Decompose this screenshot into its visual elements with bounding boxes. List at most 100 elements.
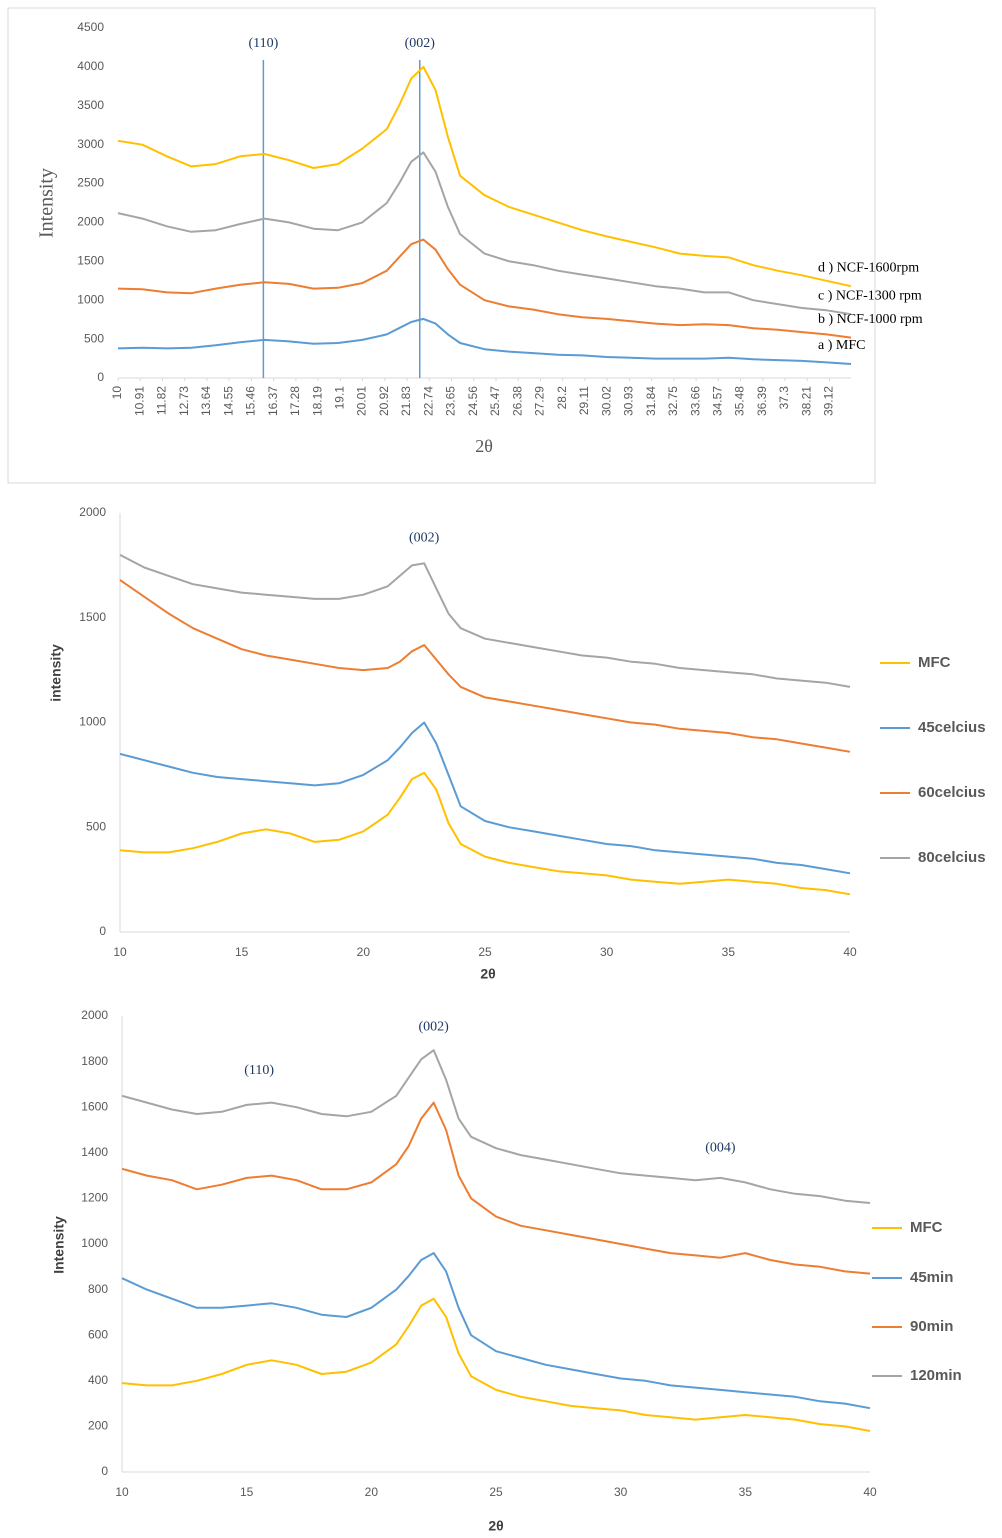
annotation: (002)	[405, 36, 436, 51]
x-tick-label: 17.28	[288, 386, 302, 416]
y-axis-title: intensity	[48, 644, 64, 702]
y-tick-label: 0	[99, 924, 106, 938]
x-tick-label: 21.83	[399, 386, 413, 416]
x-tick-label: 11.82	[155, 386, 169, 415]
y-tick-label: 4000	[77, 59, 104, 73]
y-tick-label: 500	[86, 819, 106, 833]
series-line	[119, 554, 851, 688]
series-label: a ) MFC	[818, 338, 865, 353]
y-tick-label: 3500	[77, 98, 104, 112]
x-tick-label: 24.56	[466, 386, 480, 416]
x-tick-label: 40	[843, 945, 857, 959]
y-tick-label: 1600	[81, 1099, 108, 1113]
legend-label: 80celcius	[918, 849, 986, 866]
x-tick-label: 20.92	[377, 386, 391, 416]
y-axis-title: Intensity	[51, 1216, 67, 1274]
series-line	[119, 771, 851, 896]
x-tick-label: 36.39	[755, 386, 769, 416]
x-tick-label: 12.73	[177, 386, 191, 416]
y-tick-label: 1000	[81, 1236, 108, 1250]
y-tick-label: 1500	[79, 610, 106, 624]
x-tick-label: 30	[600, 945, 614, 959]
series-line	[117, 151, 852, 316]
x-tick-label: 25	[489, 1485, 503, 1499]
x-tick-label: 35.48	[733, 386, 747, 416]
x-tick-label: 31.84	[644, 386, 658, 416]
x-tick-label: 10	[115, 1485, 129, 1499]
annotation: (002)	[409, 530, 440, 545]
x-tick-label: 33.66	[688, 386, 702, 416]
y-tick-label: 2000	[77, 215, 104, 229]
series-line	[119, 721, 851, 875]
x-tick-label: 22.74	[421, 386, 435, 416]
x-tick-label: 23.65	[444, 386, 458, 416]
series-label: d ) NCF-1600rpm	[818, 260, 919, 275]
legend-label: 90min	[910, 1318, 953, 1335]
x-tick-label: 20	[365, 1485, 379, 1499]
x-tick-label: 39.12	[822, 386, 836, 416]
x-tick-label: 10	[113, 945, 127, 959]
x-axis-title: 2θ	[480, 966, 495, 982]
x-tick-label: 20	[357, 945, 371, 959]
x-tick-label: 27.29	[533, 386, 547, 416]
series-line	[117, 317, 852, 365]
annotation: (002)	[419, 1020, 450, 1035]
x-tick-label: 18.19	[310, 386, 324, 416]
y-tick-label: 2000	[81, 1008, 108, 1022]
x-tick-label: 37.3	[777, 386, 791, 410]
y-axis-title: Intensity	[36, 168, 58, 238]
y-tick-label: 2000	[79, 505, 106, 519]
series-label: b ) NCF-1000 rpm	[818, 312, 923, 327]
x-tick-label: 10.91	[132, 386, 146, 416]
annotation: (110)	[244, 1063, 274, 1078]
series-line	[121, 1049, 871, 1204]
y-tick-label: 0	[101, 1464, 108, 1478]
legend-label: 45celcius	[918, 719, 986, 736]
x-tick-label: 35	[722, 945, 736, 959]
x-tick-label: 15.46	[244, 386, 258, 416]
annotation: (110)	[248, 36, 278, 51]
x-tick-label: 14.55	[221, 386, 235, 416]
x-tick-label: 30	[614, 1485, 628, 1499]
series-line	[117, 65, 852, 288]
x-tick-label: 32.75	[666, 386, 680, 416]
series-line	[119, 579, 851, 753]
y-tick-label: 1400	[81, 1145, 108, 1159]
x-tick-label: 15	[235, 945, 249, 959]
y-tick-label: 400	[88, 1373, 108, 1387]
y-tick-label: 4500	[77, 20, 104, 34]
y-tick-label: 1500	[77, 254, 104, 268]
x-tick-label: 35	[739, 1485, 753, 1499]
y-tick-label: 2500	[77, 176, 104, 190]
legend-label: 60celcius	[918, 784, 986, 801]
x-tick-label: 26.38	[510, 386, 524, 416]
legend-label: MFC	[910, 1219, 943, 1236]
x-tick-label: 16.37	[266, 386, 280, 416]
y-tick-label: 200	[88, 1419, 108, 1433]
x-tick-label: 25	[478, 945, 492, 959]
x-tick-label: 30.02	[599, 386, 613, 416]
x-axis-title: 2θ	[475, 436, 493, 456]
x-tick-label: 29.11	[577, 386, 591, 415]
y-tick-label: 1000	[79, 715, 106, 729]
annotation: (004)	[705, 1140, 736, 1155]
y-tick-label: 800	[88, 1282, 108, 1296]
x-tick-label: 19.1	[333, 386, 347, 410]
chart-frame	[7, 7, 876, 484]
series-label: c ) NCF-1300 rpm	[818, 288, 922, 303]
series-line	[121, 1101, 871, 1275]
x-tick-label: 28.2	[555, 386, 569, 410]
x-tick-label: 13.64	[199, 386, 213, 416]
x-axis-title: 2θ	[488, 1518, 503, 1534]
y-tick-label: 600	[88, 1327, 108, 1341]
series-line	[121, 1297, 871, 1432]
series-line	[121, 1252, 871, 1410]
x-tick-label: 10	[110, 386, 124, 400]
legend-label: MFC	[918, 654, 951, 671]
x-tick-label: 34.57	[710, 386, 724, 416]
y-tick-label: 500	[84, 331, 104, 345]
x-tick-label: 40	[863, 1485, 877, 1499]
y-tick-label: 3000	[77, 137, 104, 151]
y-tick-label: 1200	[81, 1191, 108, 1205]
